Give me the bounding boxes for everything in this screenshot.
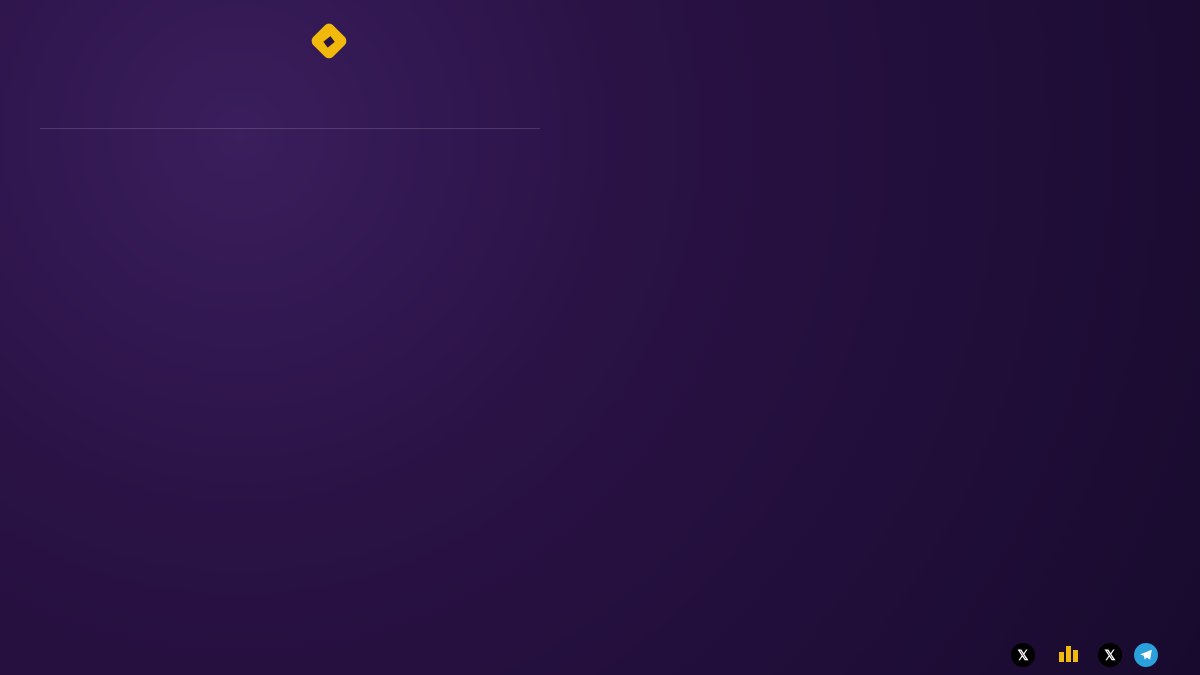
hex-pyramid	[560, 30, 1170, 600]
footer: 𝕏 𝕏	[530, 643, 1170, 667]
table-header	[40, 120, 540, 129]
x-icon: 𝕏	[1011, 643, 1035, 667]
x-icon-2: 𝕏	[1098, 643, 1122, 667]
ranking-table	[40, 120, 540, 129]
bnb-logo-icon: ◆	[309, 21, 349, 61]
title-block: ◆	[70, 18, 590, 59]
crypto-insights-logo	[1059, 646, 1086, 665]
title-line-1: ◆	[70, 18, 590, 55]
telegram-icon	[1134, 643, 1158, 667]
